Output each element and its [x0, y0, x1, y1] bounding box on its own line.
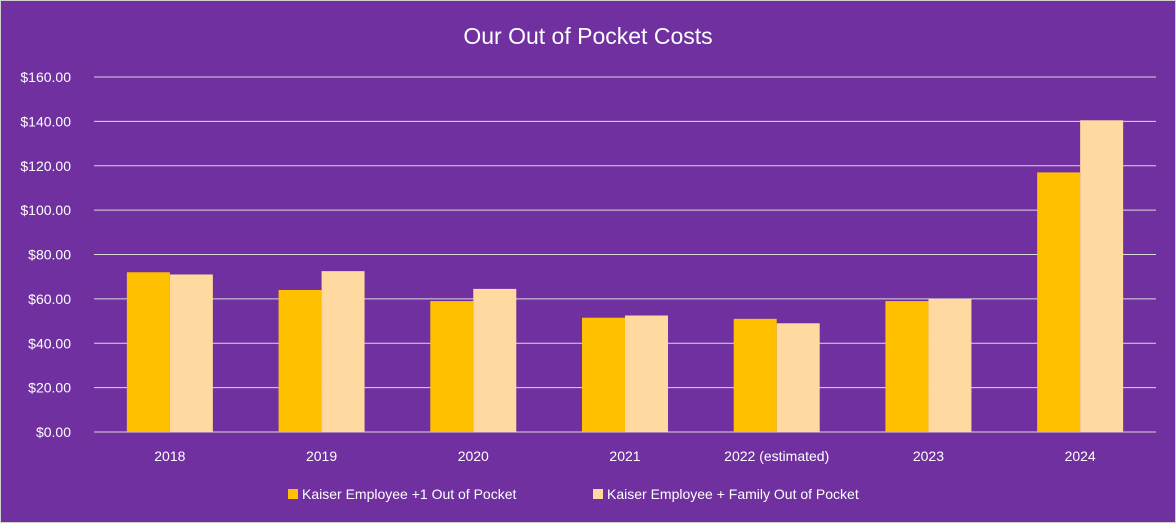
x-tick-label: 2024 — [1065, 448, 1096, 464]
legend: Kaiser Employee +1 Out of Pocket Kaiser E… — [288, 486, 859, 502]
bar-employee-plus-one — [278, 290, 322, 432]
bar-employee-plus-one — [582, 317, 625, 432]
bar-employee-plus-one — [1037, 172, 1081, 432]
bar-employee-family — [625, 315, 668, 432]
x-tick-label: 2020 — [458, 448, 489, 464]
x-tick-label: 2022 (estimated) — [724, 448, 829, 464]
bar-employee-plus-one — [126, 272, 170, 432]
legend-swatch — [593, 489, 603, 499]
bar-employee-family — [473, 288, 517, 432]
x-tick-label: 2021 — [609, 448, 640, 464]
y-tick-label: $60.00 — [28, 291, 71, 307]
legend-swatch — [288, 489, 298, 499]
y-tick-label: $140.00 — [20, 113, 71, 129]
bar-employee-family — [928, 298, 972, 432]
y-tick-label: $0.00 — [36, 424, 71, 440]
y-axis-ticks: $0.00 $20.00 $40.00 $60.00 $80.00 $100.00 $120… — [20, 69, 71, 440]
gridlines — [94, 76, 1156, 433]
y-tick-label: $40.00 — [28, 335, 71, 351]
bar-employee-plus-one — [430, 301, 474, 432]
y-tick-label: $80.00 — [28, 247, 71, 263]
y-tick-label: $160.00 — [20, 69, 71, 85]
legend-label: Kaiser Employee + Family Out of Pocket — [607, 486, 859, 502]
bar-employee-family — [321, 271, 365, 432]
bar-employee-family — [776, 323, 820, 432]
y-tick-label: $20.00 — [28, 380, 71, 396]
bar-employee-family — [169, 274, 213, 432]
x-tick-label: 2023 — [913, 448, 944, 464]
y-tick-label: $120.00 — [20, 158, 71, 174]
y-tick-label: $100.00 — [20, 202, 71, 218]
chart-title: Our Out of Pocket Costs — [463, 23, 712, 49]
bar-employee-plus-one — [885, 301, 929, 432]
x-tick-label: 2018 — [154, 448, 185, 464]
bars — [126, 120, 1124, 432]
bar-employee-plus-one — [733, 318, 777, 432]
bar-employee-family — [1080, 120, 1124, 432]
x-axis-ticks: 2018 2019 2020 2021 2022 (estimated) 2023 2024 — [154, 448, 1096, 464]
x-tick-label: 2019 — [306, 448, 337, 464]
legend-label: Kaiser Employee +1 Out of Pocket — [302, 486, 516, 502]
